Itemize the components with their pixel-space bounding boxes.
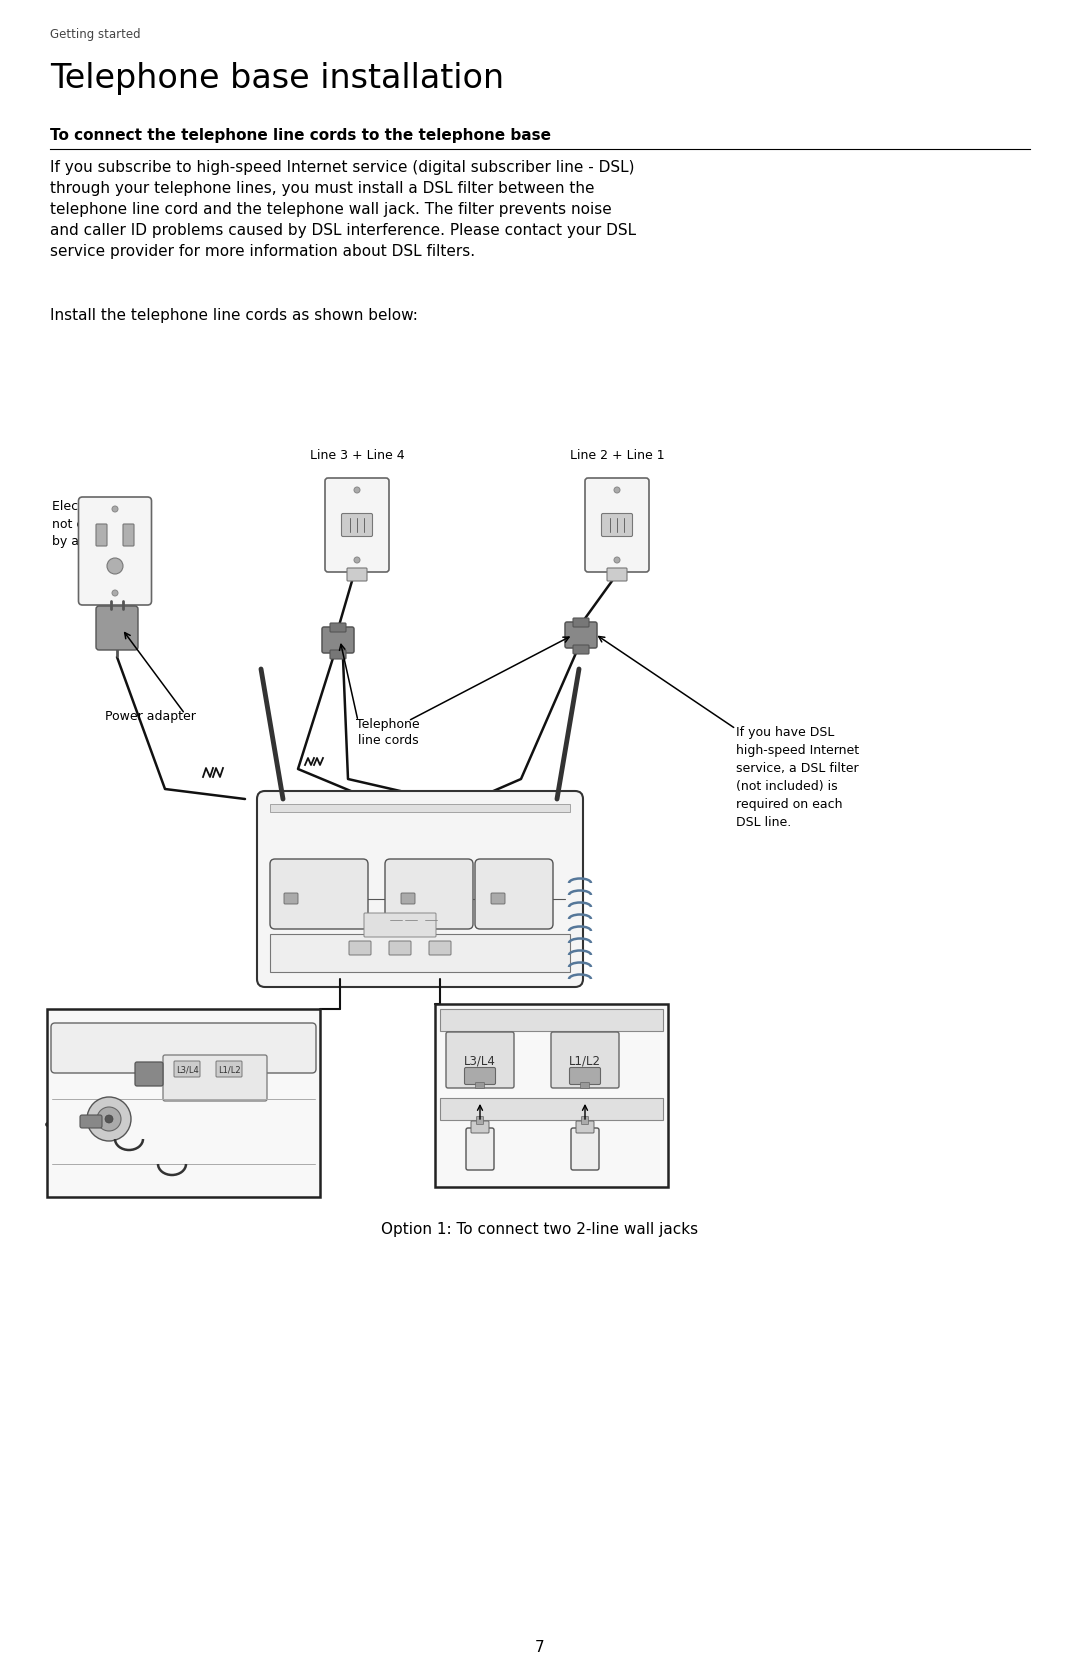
Text: Telephone base installation: Telephone base installation [50,62,504,95]
FancyBboxPatch shape [135,1062,163,1087]
Text: If you subscribe to high-speed Internet service (digital subscriber line - DSL)
: If you subscribe to high-speed Internet … [50,160,636,260]
Text: L3/L4: L3/L4 [176,1065,199,1073]
FancyBboxPatch shape [364,914,436,937]
FancyBboxPatch shape [491,894,505,905]
Bar [440,1098,663,1120]
FancyBboxPatch shape [163,1055,267,1102]
FancyBboxPatch shape [79,498,151,606]
Text: Electrical outlet
not controlled
by a wall switch: Electrical outlet not controlled by a wa… [52,499,152,547]
FancyBboxPatch shape [571,1128,599,1170]
Bar [440,1010,663,1032]
Circle shape [105,1115,113,1123]
FancyBboxPatch shape [216,1062,242,1077]
FancyBboxPatch shape [581,1117,589,1125]
FancyBboxPatch shape [476,1117,484,1125]
FancyBboxPatch shape [96,607,138,651]
FancyBboxPatch shape [123,524,134,547]
FancyBboxPatch shape [585,479,649,572]
FancyBboxPatch shape [464,1068,496,1085]
FancyBboxPatch shape [401,894,415,905]
Text: L1/L2: L1/L2 [218,1065,241,1073]
Circle shape [107,559,123,574]
Bar [270,935,570,972]
Text: L3/L4: L3/L4 [464,1053,496,1067]
Circle shape [112,591,118,597]
Bar [435,1005,669,1188]
Circle shape [87,1097,131,1142]
FancyBboxPatch shape [349,942,372,955]
Text: Power adapter: Power adapter [105,709,195,722]
FancyBboxPatch shape [573,619,589,627]
Text: Line 2 + Line 1: Line 2 + Line 1 [569,449,664,461]
Bar [48,1010,320,1198]
FancyBboxPatch shape [576,1122,594,1133]
Text: 7: 7 [536,1639,544,1654]
Text: Option 1: To connect two 2-line wall jacks: Option 1: To connect two 2-line wall jac… [381,1221,699,1236]
FancyBboxPatch shape [607,569,627,582]
FancyBboxPatch shape [475,860,553,930]
Circle shape [354,488,360,494]
FancyBboxPatch shape [51,1023,316,1073]
Circle shape [97,1107,121,1132]
FancyBboxPatch shape [384,860,473,930]
FancyBboxPatch shape [389,942,411,955]
FancyBboxPatch shape [284,894,298,905]
Text: Install the telephone line cords as shown below:: Install the telephone line cords as show… [50,308,418,323]
FancyBboxPatch shape [341,514,373,537]
FancyBboxPatch shape [330,624,346,632]
FancyBboxPatch shape [80,1115,102,1128]
FancyBboxPatch shape [330,651,346,659]
Text: To connect the telephone line cords to the telephone base: To connect the telephone line cords to t… [50,128,551,143]
FancyBboxPatch shape [581,1083,590,1088]
FancyBboxPatch shape [475,1083,485,1088]
FancyBboxPatch shape [446,1032,514,1088]
Text: Getting started: Getting started [50,28,140,42]
Text: Line 3 + Line 4: Line 3 + Line 4 [310,449,404,461]
FancyBboxPatch shape [429,942,451,955]
Text: Telephone
line cords: Telephone line cords [356,717,420,747]
FancyBboxPatch shape [325,479,389,572]
Circle shape [615,488,620,494]
Text: If you have DSL
high-speed Internet
service, a DSL filter
(not included) is
requ: If you have DSL high-speed Internet serv… [735,726,859,829]
FancyBboxPatch shape [551,1032,619,1088]
Text: L1/L2: L1/L2 [569,1053,600,1067]
FancyBboxPatch shape [565,622,597,649]
Circle shape [615,557,620,564]
FancyBboxPatch shape [602,514,633,537]
FancyBboxPatch shape [174,1062,200,1077]
FancyBboxPatch shape [569,1068,600,1085]
Bar [270,804,570,812]
FancyBboxPatch shape [96,524,107,547]
FancyBboxPatch shape [322,627,354,654]
FancyBboxPatch shape [471,1122,489,1133]
FancyBboxPatch shape [573,646,589,654]
FancyBboxPatch shape [465,1128,494,1170]
FancyBboxPatch shape [270,860,368,930]
Circle shape [112,508,118,513]
Circle shape [354,557,360,564]
FancyBboxPatch shape [257,792,583,987]
FancyBboxPatch shape [347,569,367,582]
